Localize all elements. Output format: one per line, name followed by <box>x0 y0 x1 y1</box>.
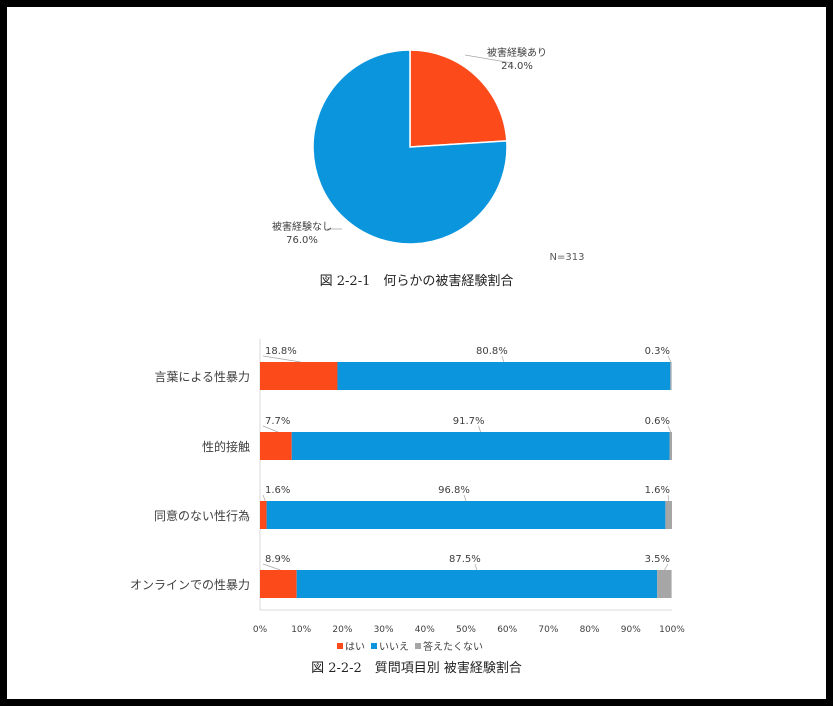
pie-slice-label: 被害経験あり <box>487 46 547 59</box>
x-tick-label: 30% <box>374 625 394 635</box>
x-tick-label: 100% <box>659 625 685 635</box>
data-label-yes: 1.6% <box>265 485 290 496</box>
data-label-leader <box>478 425 481 433</box>
legend-swatch <box>371 643 377 649</box>
data-label-no: 91.7% <box>453 416 485 427</box>
bar-segment <box>291 432 670 460</box>
data-label-leader <box>262 494 266 502</box>
bar-segment <box>665 501 672 529</box>
figure-1-caption: 図 2-2-1 何らかの被害経験割合 <box>319 274 514 289</box>
data-label-yes: 18.8% <box>265 346 297 357</box>
x-tick-label: 40% <box>415 625 435 635</box>
data-label-leader <box>262 563 281 571</box>
legend-swatch <box>337 643 343 649</box>
bar-segment <box>260 432 292 460</box>
bar-segment <box>260 362 338 390</box>
data-label-leader <box>664 563 669 571</box>
data-label-leader <box>262 355 301 363</box>
data-label-yes: 8.9% <box>265 554 290 565</box>
pie-leader-line <box>464 54 513 64</box>
sample-size-label: N=313 <box>550 252 585 263</box>
bar-segment <box>669 432 672 460</box>
legend-label: 答えたくない <box>423 640 483 653</box>
bar-segment <box>260 570 297 598</box>
data-label-yes: 7.7% <box>265 416 290 427</box>
data-label-leader <box>667 494 670 502</box>
legend-label: はい <box>345 641 365 653</box>
data-label-no-answer: 3.5% <box>645 554 670 565</box>
x-tick-label: 80% <box>580 625 600 635</box>
data-label-no-answer: 1.6% <box>645 485 670 496</box>
data-label-leader <box>501 355 505 363</box>
document-page: 被害経験あり 24.0% 被害経験なし 76.0% N=313 図 2-2-1 何らかの… <box>7 7 826 699</box>
pie-chart: 被害経験あり 24.0% 被害経験なし 76.0% N=313 <box>272 46 585 263</box>
x-tick-label: 90% <box>621 625 641 635</box>
x-tick-label: 0% <box>253 625 268 635</box>
bar-segment <box>657 570 672 598</box>
bar-segment <box>296 570 658 598</box>
category-label: 性的接触 <box>202 439 250 454</box>
pie-slice-label: 被害経験なし <box>272 220 332 233</box>
bar-segment <box>266 501 666 529</box>
bar-segment <box>337 362 671 390</box>
pie-value-label: 76.0% <box>286 235 318 246</box>
x-tick-label: 20% <box>332 625 352 635</box>
x-tick-label: 50% <box>456 625 476 635</box>
bar-segment <box>670 362 672 390</box>
pie-slice <box>409 49 508 148</box>
legend-label: いいえ <box>379 641 409 653</box>
x-tick-label: 70% <box>538 625 558 635</box>
data-label-leader <box>474 563 478 571</box>
category-label: 言葉による性暴力 <box>154 370 250 384</box>
data-label-leader <box>463 494 467 502</box>
data-label-no-answer: 0.6% <box>645 416 670 427</box>
x-tick-label: 10% <box>291 625 311 635</box>
figure-2-caption: 図 2-2-2 質問項目別 被害経験割合 <box>311 661 522 676</box>
data-label-leader <box>667 355 672 363</box>
legend-swatch <box>415 643 421 649</box>
data-label-no: 87.5% <box>449 554 481 565</box>
pie-slice <box>312 49 508 245</box>
data-label-no: 96.8% <box>438 485 470 496</box>
pie-value-label: 24.0% <box>501 61 533 72</box>
data-label-leader <box>667 425 672 433</box>
bar-segment <box>260 501 267 529</box>
data-label-no: 80.8% <box>476 346 508 357</box>
category-label: 同意のない性行為 <box>154 508 250 523</box>
stacked-bar-chart: 言葉による性暴力 18.8% 80.8% 0.3% 性的接触 7.7% 91.7% 0.6% 同… <box>130 339 685 653</box>
data-label-no-answer: 0.3% <box>645 346 670 357</box>
data-label-leader <box>262 425 278 433</box>
category-label: オンラインでの性暴力 <box>130 578 250 592</box>
x-tick-label: 60% <box>497 625 517 635</box>
